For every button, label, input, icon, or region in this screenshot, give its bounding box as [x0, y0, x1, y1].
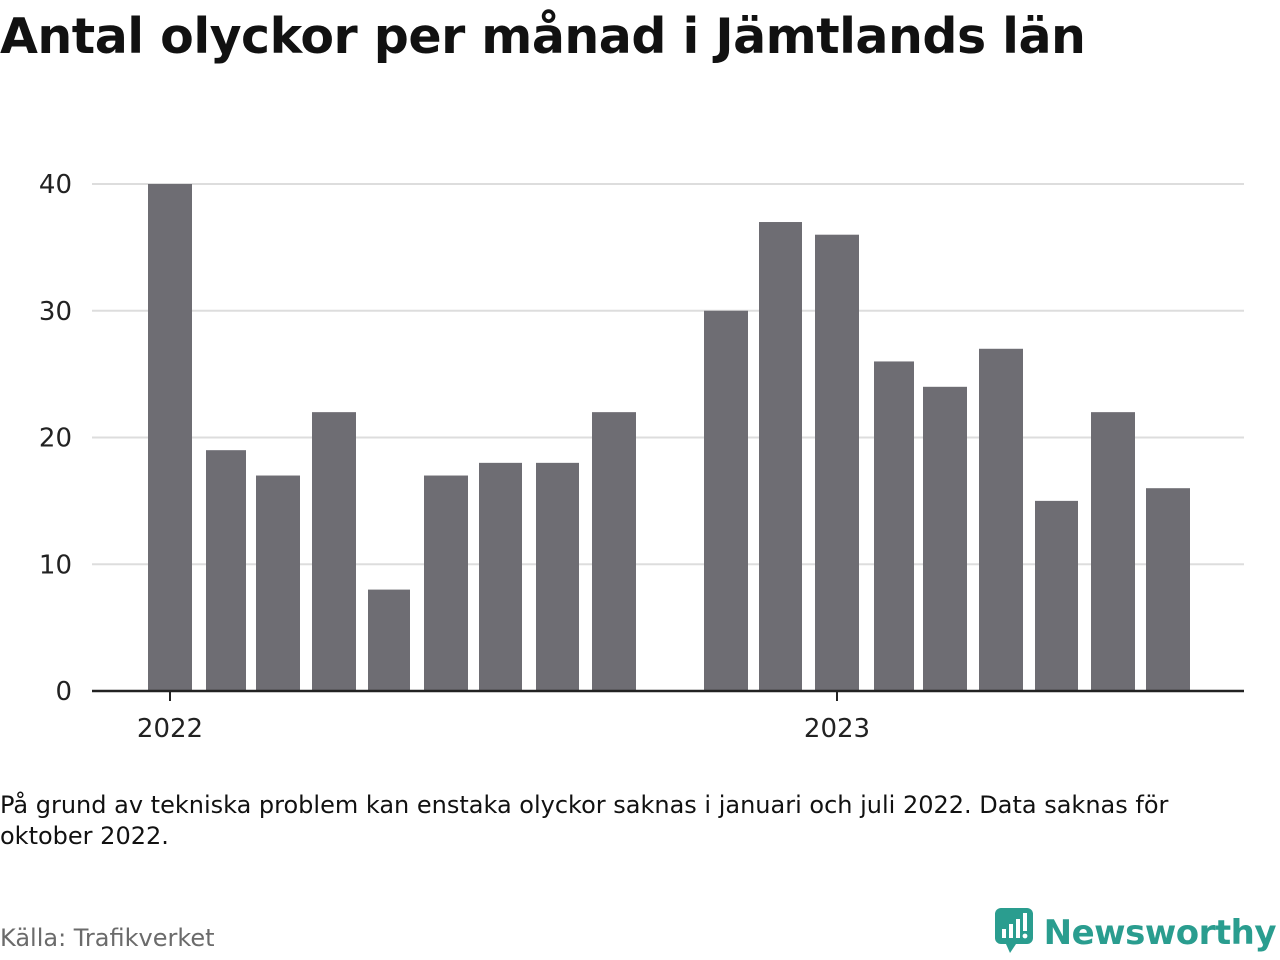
y-tick-label: 30 — [39, 297, 72, 327]
x-tick-label: 2023 — [804, 714, 870, 744]
y-tick-label: 20 — [39, 424, 72, 454]
x-tick-label: 2022 — [137, 714, 203, 744]
bars — [148, 184, 1190, 691]
bar — [368, 589, 410, 691]
y-axis-ticks: 0 10 20 30 40 — [39, 170, 72, 707]
bar — [424, 475, 468, 691]
bar — [312, 412, 356, 691]
bar — [1035, 500, 1078, 691]
bar — [815, 234, 859, 691]
bar — [592, 412, 636, 691]
bar — [1091, 412, 1135, 691]
bar — [1146, 488, 1190, 691]
bar-chart: 0 10 20 30 40 2022 2023 — [39, 170, 1244, 744]
chart-title: Antal olyckor per månad i Jämtlands län — [0, 8, 1086, 65]
bar — [206, 450, 246, 691]
x-axis-ticks: 2022 2023 — [137, 691, 870, 744]
y-tick-label: 40 — [39, 170, 72, 200]
source-label: Källa: Trafikverket — [0, 924, 215, 952]
y-tick-label: 10 — [39, 550, 72, 580]
bar — [704, 310, 748, 691]
newsworthy-logo-icon — [994, 907, 1034, 959]
brand-name: Newsworthy — [1043, 913, 1277, 953]
bar — [479, 462, 522, 691]
y-tick-label: 0 — [55, 677, 72, 707]
bar — [536, 462, 579, 691]
bar — [256, 475, 300, 691]
chart-note: På grund av tekniska problem kan enstaka… — [0, 791, 1169, 850]
bar — [874, 361, 914, 691]
brand-logo: Newsworthy — [994, 907, 1277, 959]
bar — [148, 184, 192, 691]
bar — [979, 348, 1023, 691]
bar — [759, 222, 802, 691]
bar — [923, 386, 967, 691]
